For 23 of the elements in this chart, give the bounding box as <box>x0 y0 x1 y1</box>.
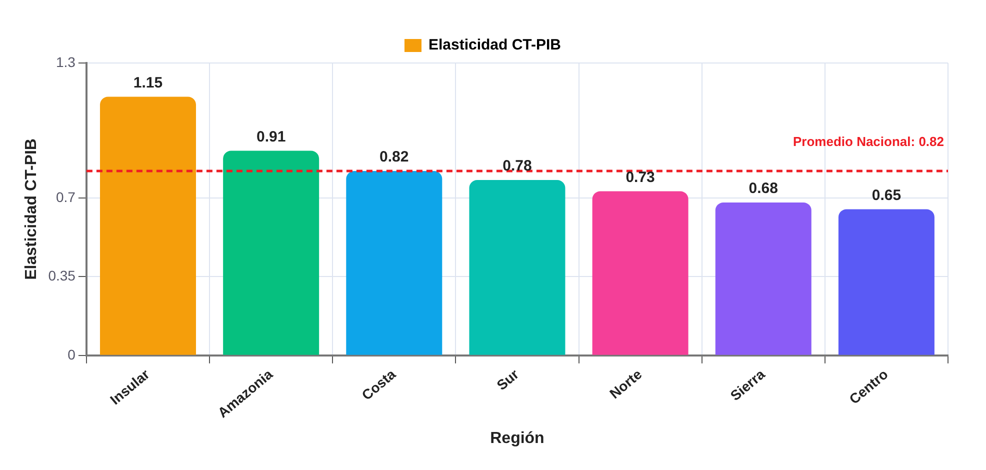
data-label: 1.15 <box>133 74 163 92</box>
data-label: 0.91 <box>256 128 286 146</box>
data-label: 0.73 <box>626 168 655 186</box>
data-label: 0.82 <box>380 148 409 166</box>
y-axis-title: Elasticidad CT-PIB <box>23 138 40 280</box>
bar <box>715 202 812 355</box>
bar <box>100 96 196 355</box>
bar <box>223 150 320 355</box>
bar <box>469 180 566 355</box>
data-label: 0.65 <box>872 186 902 204</box>
bar <box>838 209 934 355</box>
x-tick-label: Sur <box>493 366 522 394</box>
ref-line-label: Promedio Nacional: 0.82 <box>793 134 944 150</box>
bar <box>592 191 688 355</box>
y-tick-label: 0.7 <box>56 188 76 205</box>
data-label: 0.68 <box>748 180 778 198</box>
y-tick-label: 0 <box>68 346 76 362</box>
y-tick-label: 0.35 <box>48 268 76 284</box>
x-axis-title: Región <box>490 430 544 447</box>
data-label: 0.78 <box>502 158 532 175</box>
y-tick-label: 1.3 <box>56 54 76 70</box>
bar <box>346 170 442 355</box>
legend-label: Elasticidad CT-PIB <box>428 36 562 54</box>
